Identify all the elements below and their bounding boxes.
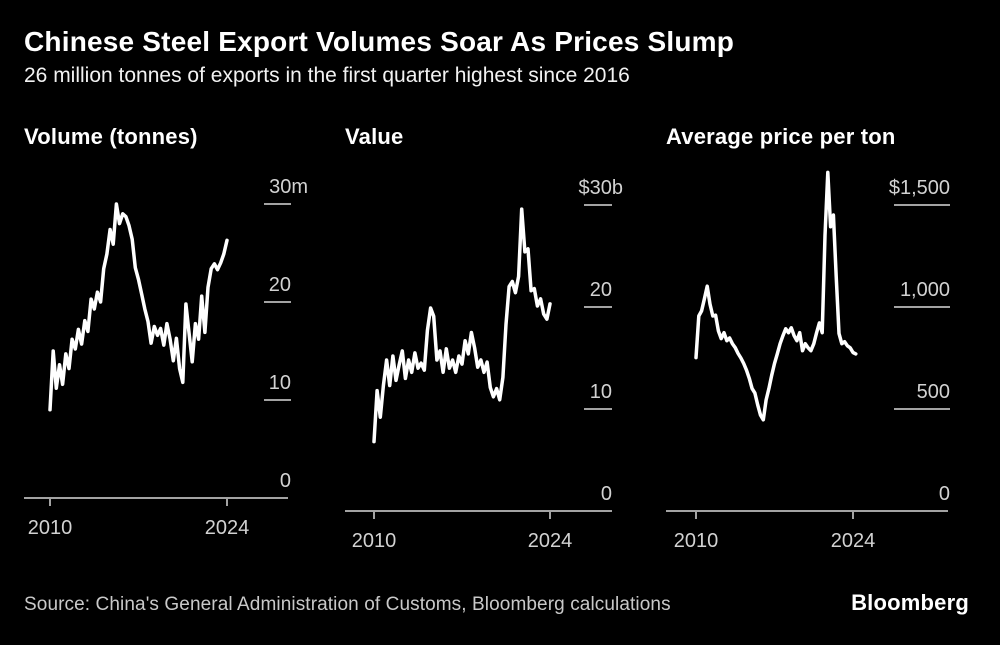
source-note: Source: China's General Administration o… xyxy=(24,594,671,616)
y-tick-label: $30b xyxy=(579,177,624,199)
series-line xyxy=(694,170,858,422)
series-line xyxy=(48,202,229,412)
y-tick-label: 1,000 xyxy=(900,279,950,301)
x-tick-label: 2010 xyxy=(352,530,397,552)
y-tick-label: 10 xyxy=(269,372,291,394)
chart-panel-price: Average price per ton $1,500 1,000 500 0 201… xyxy=(666,126,978,574)
x-tick-label: 2010 xyxy=(674,530,719,552)
x-tick-label: 2024 xyxy=(528,530,573,552)
y-tick-label: 10 xyxy=(590,381,612,403)
y-tick-label: 0 xyxy=(601,483,612,505)
y-tick-label: 30m xyxy=(269,176,308,198)
chart-panel-value: Value $30b 20 10 0 2010 2024 xyxy=(345,126,657,574)
x-tick-label: 2010 xyxy=(28,517,73,539)
page-subtitle: 26 million tonnes of exports in the firs… xyxy=(24,64,630,88)
y-tick-label: 500 xyxy=(917,381,950,403)
chart-header: Chinese Steel Export Volumes Soar As Pri… xyxy=(24,26,1000,88)
chart-title-price: Average price per ton xyxy=(666,124,896,150)
y-tick-label: 20 xyxy=(269,274,291,296)
y-tick-label: 0 xyxy=(280,470,291,492)
charts-row: Volume (tonnes) 30m 20 10 0 2010 2024 Value $… xyxy=(24,126,1000,574)
x-tick-label: 2024 xyxy=(831,530,876,552)
chart-panel-volume: Volume (tonnes) 30m 20 10 0 2010 2024 xyxy=(24,126,336,574)
bloomberg-logo: Bloomberg xyxy=(851,590,969,616)
y-tick-label: 0 xyxy=(939,483,950,505)
y-tick-label: 20 xyxy=(590,279,612,301)
chart-title-volume: Volume (tonnes) xyxy=(24,124,198,150)
chart-footer: Source: China's General Administration o… xyxy=(24,590,969,616)
x-tick-label: 2024 xyxy=(205,517,250,539)
chart-title-value: Value xyxy=(345,124,404,150)
page-title: Chinese Steel Export Volumes Soar As Pri… xyxy=(24,26,735,57)
price-line-chart: $1,500 1,000 500 0 2010 2024 xyxy=(666,170,950,552)
y-tick-label: $1,500 xyxy=(889,177,950,199)
series-line xyxy=(372,207,552,444)
